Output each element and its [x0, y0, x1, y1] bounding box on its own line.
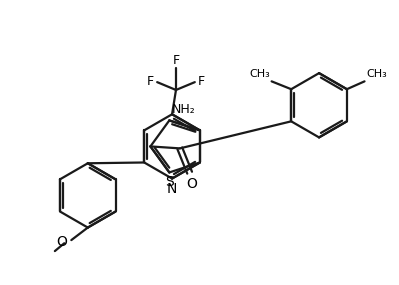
- Text: O: O: [57, 235, 67, 249]
- Text: CH₃: CH₃: [367, 69, 387, 80]
- Text: CH₃: CH₃: [249, 69, 270, 80]
- Text: S: S: [165, 175, 174, 189]
- Text: NH₂: NH₂: [171, 103, 195, 116]
- Text: F: F: [198, 75, 205, 88]
- Text: N: N: [167, 182, 177, 196]
- Text: F: F: [147, 75, 154, 88]
- Text: O: O: [186, 177, 197, 192]
- Text: F: F: [172, 54, 180, 67]
